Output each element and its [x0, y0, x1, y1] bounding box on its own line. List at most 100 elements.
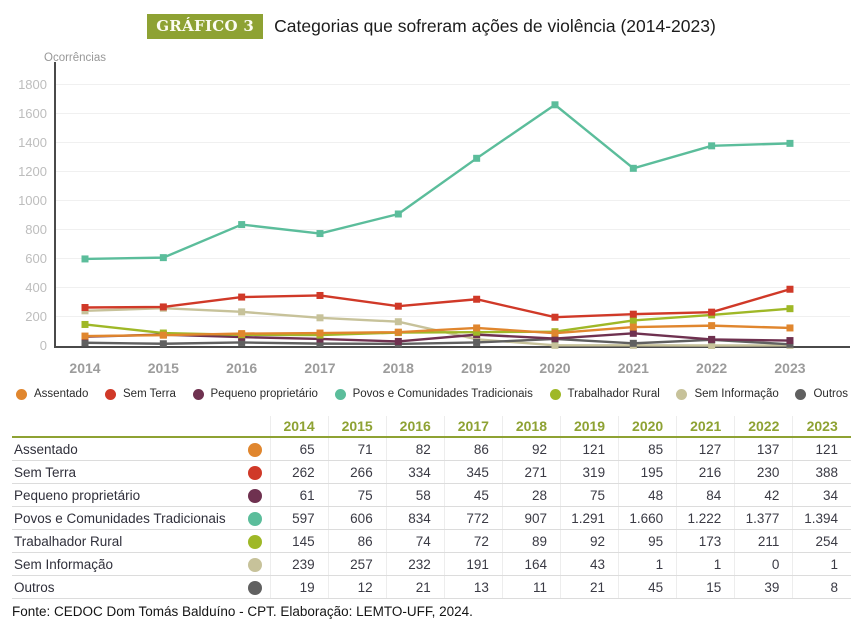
- data-point-assentado: [629, 323, 637, 331]
- value-cell: 74: [385, 529, 445, 553]
- data-point-assentado: [786, 324, 794, 332]
- legend-dot-trabalhador-rural: [549, 388, 561, 400]
- value-cell: 15: [676, 575, 735, 599]
- value-cell: 164: [501, 552, 561, 576]
- data-point-sem-informacao: [551, 341, 559, 349]
- value-cell: 89: [501, 529, 561, 553]
- y-axis-tick: 600: [25, 251, 47, 266]
- data-point-assentado: [473, 324, 481, 332]
- value-cell: 319: [559, 460, 619, 484]
- data-point-trabalhador-rural: [786, 305, 794, 313]
- value-cell: 39: [734, 575, 793, 599]
- value-cell: 127: [676, 437, 735, 461]
- category-dot-cell: [240, 460, 271, 484]
- legend-label: Povos e Comunidades Tradicionais: [352, 388, 533, 400]
- value-cell: 45: [443, 483, 503, 507]
- value-cell: 86: [443, 437, 503, 461]
- data-point-pequeno-proprietario: [786, 337, 794, 345]
- category-label: Assentado: [12, 437, 241, 461]
- legend-item-sem-terra: Sem Terra: [105, 388, 176, 400]
- table-row: Trabalhador Rural 145 86 74 72 89 92 95 173 211 25…: [12, 529, 851, 553]
- value-cell: 58: [385, 483, 445, 507]
- data-point-assentado: [316, 329, 324, 337]
- value-cell: 606: [327, 506, 387, 530]
- legend-label: Assentado: [34, 388, 89, 400]
- category-color-dot: [247, 488, 262, 503]
- data-point-trabalhador-rural: [629, 316, 637, 324]
- value-cell: 1: [676, 552, 735, 576]
- value-cell: 65: [269, 437, 329, 461]
- table-row: Povos e Comunidades Tradicionais 597 606 83…: [12, 506, 851, 530]
- x-axis-tick: 2016: [226, 360, 257, 376]
- table-year-header: 2020: [618, 416, 677, 438]
- legend-label: Pequeno proprietário: [210, 388, 318, 400]
- data-point-assentado: [394, 328, 402, 336]
- category-dot-cell: [240, 529, 271, 553]
- value-cell: 95: [618, 529, 677, 553]
- y-axis-tick: 200: [25, 309, 47, 324]
- series-line-pequeno-proprietario: [84, 332, 790, 343]
- value-cell: 230: [734, 460, 793, 484]
- table-row: Outros 19 12 21 13 11 21 45 15 39 8: [12, 575, 851, 599]
- legend-dot-sem-terra: [105, 388, 117, 400]
- table-row: Sem Terra 262 266 334 345 271 319 195 216 230 388: [12, 460, 851, 484]
- data-point-povos-e-comunidades-tradicionais: [629, 164, 637, 172]
- value-cell: 1: [792, 552, 851, 576]
- legend-item-outros: Outros: [795, 388, 848, 400]
- value-cell: 13: [443, 575, 503, 599]
- value-cell: 195: [618, 460, 677, 484]
- data-point-outros: [81, 339, 89, 347]
- data-point-sem-terra: [394, 302, 402, 310]
- value-cell: 257: [327, 552, 387, 576]
- x-axis-tick: 2014: [69, 360, 100, 376]
- y-axis-tick: 800: [25, 222, 47, 237]
- y-axis-tick: 1000: [18, 193, 47, 208]
- x-axis-tick: 2018: [383, 360, 414, 376]
- value-cell: 232: [385, 552, 445, 576]
- value-cell: 92: [559, 529, 619, 553]
- value-cell: 34: [792, 483, 851, 507]
- axis-lines: [54, 62, 850, 348]
- data-point-povos-e-comunidades-tradicionais: [81, 255, 89, 263]
- category-color-dot: [247, 465, 262, 480]
- legend-label: Trabalhador Rural: [567, 388, 660, 400]
- category-label: Sem Informação: [12, 552, 241, 576]
- y-axis-tick: 1400: [18, 135, 47, 150]
- data-point-povos-e-comunidades-tradicionais: [394, 210, 402, 218]
- value-cell: 271: [501, 460, 561, 484]
- label-header-spacer: [12, 416, 241, 438]
- data-point-assentado: [159, 331, 167, 339]
- legend-dot-sem-informacao: [676, 388, 688, 400]
- value-cell: 84: [676, 483, 735, 507]
- x-axis-tick: 2020: [539, 360, 570, 376]
- value-cell: 82: [385, 437, 445, 461]
- table-year-header: 2023: [792, 416, 851, 438]
- x-axis-tick: 2021: [618, 360, 649, 376]
- data-point-sem-informacao: [316, 314, 324, 322]
- data-point-assentado: [708, 322, 716, 330]
- value-cell: 85: [618, 437, 677, 461]
- table-year-header: 2015: [327, 416, 387, 438]
- value-cell: 0: [734, 552, 793, 576]
- category-color-dot: [247, 534, 262, 549]
- table-year-header: 2018: [501, 416, 561, 438]
- value-cell: 1: [618, 552, 677, 576]
- chart-legend: Assentado Sem Terra Pequeno proprietário Po…: [16, 388, 848, 400]
- table-year-header: 2016: [385, 416, 445, 438]
- data-point-sem-informacao: [708, 342, 716, 349]
- data-point-pequeno-proprietario: [316, 335, 324, 343]
- category-label: Trabalhador Rural: [12, 529, 241, 553]
- source-note: Fonte: CEDOC Dom Tomás Balduíno - CPT. E…: [12, 604, 473, 619]
- y-axis-tick: 1200: [18, 164, 47, 179]
- table-row: Sem Informação 239 257 232 191 164 43 1 1 0 1: [12, 552, 851, 576]
- data-point-sem-terra: [786, 285, 794, 293]
- table-row: Pequeno proprietário 61 75 58 45 28 75 48 84 42 34: [12, 483, 851, 507]
- value-cell: 75: [327, 483, 387, 507]
- category-color-dot: [247, 511, 262, 526]
- legend-label: Outros: [813, 388, 848, 400]
- value-cell: 772: [443, 506, 503, 530]
- category-dot-cell: [240, 552, 271, 576]
- value-cell: 145: [269, 529, 329, 553]
- legend-label: Sem Terra: [123, 388, 176, 400]
- data-point-sem-terra: [316, 291, 324, 299]
